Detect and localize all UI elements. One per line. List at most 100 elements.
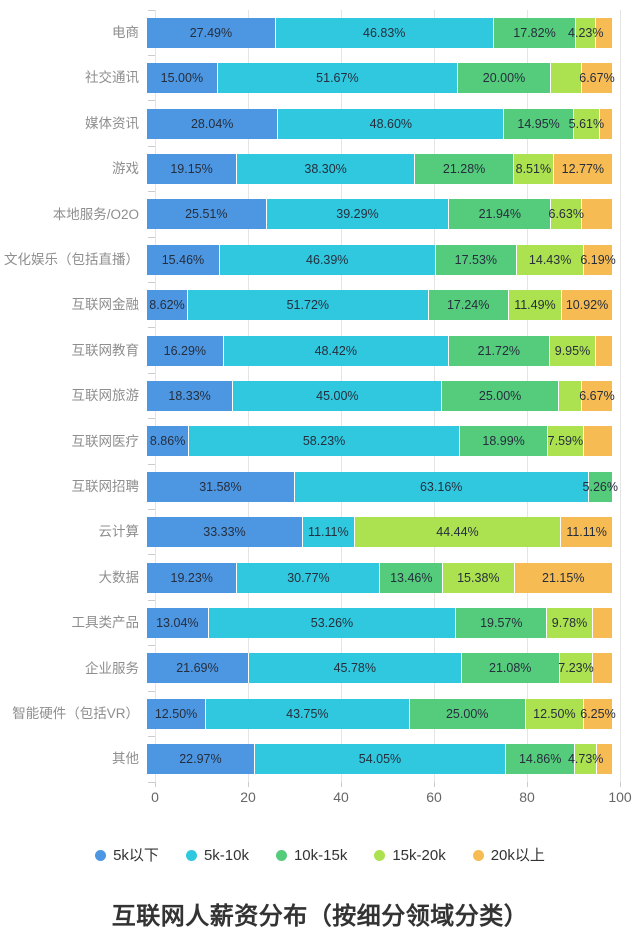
y-axis-tick <box>148 191 155 193</box>
bar-segment-under-5k: 25.51% <box>147 199 266 230</box>
bar-segment-5k-10k: 45.00% <box>232 380 442 411</box>
bar-track: 22.97% 54.05% 14.86% 4.73% <box>147 744 612 775</box>
bar-segment-10k-15k: 17.82% <box>492 17 576 48</box>
bar-segment-15k-20k: 14.43% <box>516 244 584 275</box>
bar-segment-10k-15k: 17.24% <box>427 290 508 321</box>
bar-segment-15k-20k: 5.61% <box>569 108 604 139</box>
bar-segment-under-5k: 28.04% <box>147 108 278 139</box>
segment-value-label: 8.51% <box>515 161 552 176</box>
y-axis-tick <box>148 645 155 647</box>
bar-segment-10k-15k: 21.28% <box>414 153 514 184</box>
y-axis-tick <box>148 418 155 420</box>
segment-value-label: 19.15% <box>170 161 213 176</box>
bar-segment-15k-20k: 7.59% <box>547 426 583 457</box>
segment-value-label: 15.38% <box>457 570 500 585</box>
y-axis-tick <box>148 145 155 147</box>
category-label: 互联网金融 <box>71 297 140 313</box>
bar-segment-10k-15k: 17.53% <box>434 244 517 275</box>
segment-value-label: 21.08% <box>489 661 532 676</box>
bar-segment-over-20k <box>598 108 612 139</box>
bar-segment-over-20k <box>595 335 612 366</box>
segment-value-label: 51.67% <box>316 70 359 85</box>
segment-value-label: 27.49% <box>189 25 233 40</box>
legend-marker-icon <box>185 850 197 861</box>
legend-marker-icon <box>95 850 107 861</box>
legend-item-over-20k[interactable]: 20k以上 <box>472 848 545 863</box>
bar-track: 18.33% 45.00% 25.00% 6.67% <box>147 380 615 411</box>
bar-segment-over-20k <box>581 199 612 230</box>
category-row: 互联网医疗 8.86% 58.23% 18.99% 7.59% <box>0 419 640 464</box>
segment-value-label: 6.63% <box>548 207 584 222</box>
bar-track: 8.86% 58.23% 18.99% 7.59% <box>147 426 612 457</box>
category-row: 媒体资讯 28.04% 48.60% 14.95% 5.61% <box>0 101 640 146</box>
legend: 5k以下 5k-10k 10k-15k 15k-20k 20k以上 <box>0 848 640 863</box>
segment-value-label: 58.23% <box>302 434 346 449</box>
y-axis-tick <box>148 463 155 465</box>
segment-value-label: 33.33% <box>203 524 246 539</box>
bar-segment-over-20k <box>591 607 612 638</box>
bar-segment-over-20k: 12.77% <box>552 153 613 184</box>
segment-value-label: 13.04% <box>156 615 199 630</box>
segment-value-label: 6.25% <box>580 706 616 721</box>
bar-segment-10k-15k: 25.00% <box>441 380 558 411</box>
bar-segment-under-5k: 15.00% <box>147 63 217 94</box>
bar-segment-10k-15k: 14.86% <box>505 744 575 775</box>
x-axis-tick <box>619 782 621 787</box>
category-label: 电商 <box>112 24 139 40</box>
legend-label: 10k-15k <box>293 847 348 864</box>
category-row: 互联网招聘 31.58% 63.16% 5.26% <box>0 464 640 509</box>
bar-segment-over-20k: 11.11% <box>560 517 612 548</box>
bar-track: 16.29% 48.42% 21.72% 9.95% <box>147 335 612 366</box>
segment-value-label: 54.05% <box>358 751 402 766</box>
bar-segment-10k-15k: 25.00% <box>408 698 525 729</box>
y-axis-tick <box>148 690 155 692</box>
legend-item-under-5k[interactable]: 5k以下 <box>95 848 159 863</box>
bar-segment-under-5k: 18.33% <box>147 380 233 411</box>
x-axis-tick-label: 80 <box>519 789 535 805</box>
segment-value-label: 48.60% <box>369 116 413 131</box>
x-axis-tick-label: 20 <box>240 789 256 805</box>
bar-segment-10k-15k: 20.00% <box>457 63 550 94</box>
bar-segment-15k-20k <box>550 63 581 94</box>
bar-segment-15k-20k: 15.38% <box>442 562 514 593</box>
legend-item-5k-10k[interactable]: 5k-10k <box>185 848 249 863</box>
segment-value-label: 5.61% <box>568 116 605 131</box>
bar-track: 31.58% 63.16% 5.26% <box>147 471 618 502</box>
segment-value-label: 6.19% <box>580 252 616 267</box>
bar-segment-15k-20k: 9.95% <box>548 335 596 366</box>
y-axis-tick <box>148 327 155 329</box>
y-axis-tick <box>148 236 155 238</box>
category-row: 文化娱乐（包括直播） 15.46% 46.39% 17.53% 14.43% 6.19% <box>0 237 640 282</box>
segment-value-label: 11.11% <box>308 524 349 539</box>
bar-segment-5k-10k: 38.30% <box>236 153 415 184</box>
bar-segment-5k-10k: 43.75% <box>205 698 409 729</box>
legend-item-10k-15k[interactable]: 10k-15k <box>275 847 348 864</box>
bar-track: 27.49% 46.83% 17.82% 4.23% <box>147 17 612 48</box>
legend-item-15k-20k[interactable]: 15k-20k <box>374 848 446 863</box>
x-axis-tick-label: 100 <box>608 789 632 805</box>
category-label: 智能硬件（包括VR） <box>12 706 139 722</box>
bar-segment-5k-10k: 53.26% <box>207 607 456 638</box>
category-label: 互联网招聘 <box>71 479 140 495</box>
y-axis-tick <box>148 509 155 511</box>
x-axis-tick-label: 0 <box>151 789 159 805</box>
bar-segment-5k-10k: 46.83% <box>274 17 493 48</box>
segment-value-label: 43.75% <box>286 706 329 721</box>
category-label: 其他 <box>112 751 139 767</box>
y-axis-tick <box>148 554 155 556</box>
segment-value-label: 6.67% <box>579 70 615 85</box>
segment-value-label: 38.30% <box>304 161 347 176</box>
category-row: 电商 27.49% 46.83% 17.82% 4.23% <box>0 10 640 55</box>
bar-segment-5k-10k: 51.72% <box>187 290 428 321</box>
bar-track: 25.51% 39.29% 21.94% 6.63% <box>147 199 612 230</box>
segment-value-label: 39.29% <box>336 207 379 222</box>
bar-segment-over-20k: 21.15% <box>513 562 612 593</box>
segment-value-label: 18.33% <box>168 388 211 403</box>
bar-segment-15k-20k: 6.63% <box>548 199 584 230</box>
bar-segment-over-20k: 6.25% <box>580 698 616 729</box>
segment-value-label: 8.62% <box>149 297 185 312</box>
x-axis-tick <box>433 782 435 787</box>
bar-segment-over-20k <box>592 653 612 684</box>
bar-segment-under-5k: 21.69% <box>147 653 248 684</box>
